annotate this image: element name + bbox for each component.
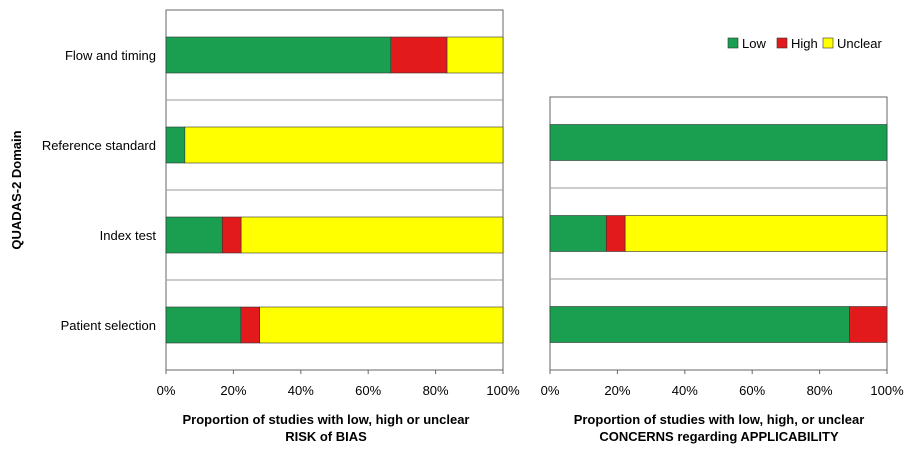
x-tick-label: 100% [870, 383, 904, 398]
bar-low-patient-selection [165, 306, 242, 344]
category-label: Flow and timing [65, 48, 156, 63]
chart-panel-1: Flow and timing Reference standard Index t… [9, 9, 520, 444]
x-tick-label: 0% [541, 383, 560, 398]
x-tick-label: 60% [739, 383, 765, 398]
y-axis-title: QUADAS-2 Domain [9, 130, 24, 249]
category-label: Reference standard [42, 138, 156, 153]
bar-unclear-index-test [240, 216, 504, 254]
x-tick-label: 80% [423, 383, 449, 398]
x-axis-title-line2: CONCERNS regarding APPLICABILITY [599, 429, 839, 444]
bar-unclear-reference-standard [184, 126, 504, 164]
bar-high-index-test [221, 216, 242, 254]
bar-low-reference-standard [549, 124, 888, 161]
bar-low-index-test [549, 215, 607, 252]
x-tick-label: 60% [355, 383, 381, 398]
bar-unclear-patient-selection [259, 306, 504, 344]
bar-low-index-test [165, 216, 223, 254]
legend: Low High Unclear [727, 36, 882, 51]
bar-high-patient-selection [849, 306, 888, 343]
x-tick-label: 40% [672, 383, 698, 398]
bar-unclear-flow-and-timing [446, 36, 504, 74]
x-tick-label: 40% [288, 383, 314, 398]
bar-high-patient-selection [240, 306, 260, 344]
bar-high-index-test [605, 215, 626, 252]
x-tick-label: 100% [486, 383, 520, 398]
chart-panel-2: 0% 20% 40% 60% 80% 100% Proportion of studies … [541, 96, 904, 444]
legend-label-low: Low [742, 36, 766, 51]
x-tick-label: 20% [220, 383, 246, 398]
x-tick-label: 0% [157, 383, 176, 398]
x-axis-title-line1: Proportion of studies with low, high or … [183, 412, 470, 427]
legend-label-unclear: Unclear [837, 36, 882, 51]
category-label: Index test [100, 228, 157, 243]
bar-low-flow-and-timing [165, 36, 392, 74]
x-axis-title-line2: RISK of BIAS [285, 429, 367, 444]
bar-high-flow-and-timing [390, 36, 448, 74]
x-tick-label: 20% [604, 383, 630, 398]
legend-swatch-low [727, 37, 739, 49]
x-tick-label: 80% [807, 383, 833, 398]
bar-unclear-index-test [624, 215, 888, 252]
legend-label-high: High [791, 36, 818, 51]
x-axis-title-line1: Proportion of studies with low, high, or… [574, 412, 865, 427]
legend-swatch-unclear [822, 37, 834, 49]
legend-swatch-high [776, 37, 788, 49]
category-label: Patient selection [61, 318, 156, 333]
bar-low-reference-standard [165, 126, 186, 164]
bar-low-patient-selection [549, 306, 850, 343]
